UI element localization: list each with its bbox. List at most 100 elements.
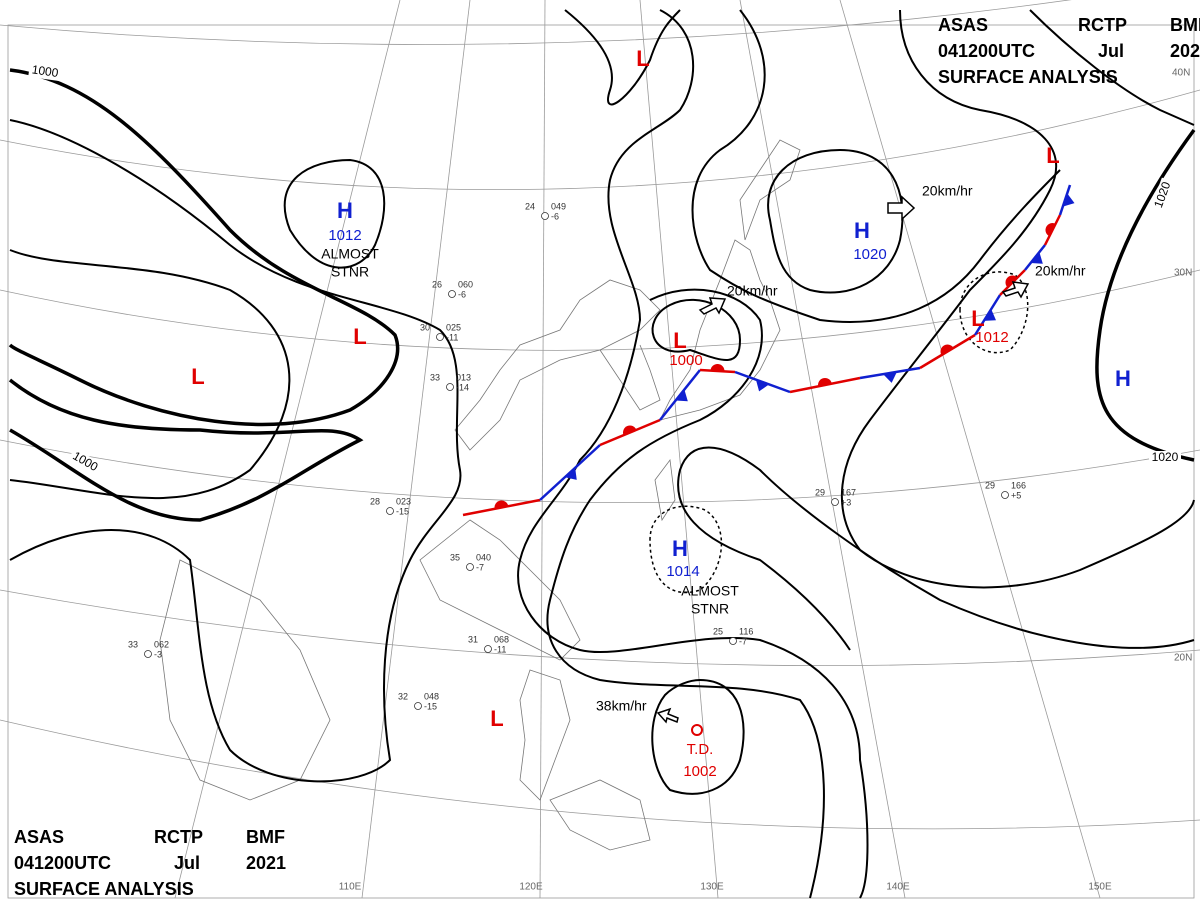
system-pressure: 1020 — [853, 246, 886, 263]
isobars — [8, 9, 1196, 899]
parallel — [0, 719, 1200, 830]
header-text: ASAS — [14, 827, 64, 847]
station-pressure: 025 — [446, 322, 461, 332]
station-circle — [446, 383, 454, 391]
station-change: -7 — [476, 562, 484, 572]
coast — [739, 139, 801, 241]
coast — [159, 559, 331, 801]
isobar — [517, 9, 869, 899]
td-symbol — [691, 724, 703, 736]
parallel — [0, 589, 1200, 667]
system-symbol: L — [490, 706, 503, 731]
coast — [654, 458, 676, 522]
station-temp: 30 — [420, 322, 430, 332]
system-symbol: T.D. — [687, 741, 714, 758]
coast — [659, 239, 781, 421]
header-text: Jul — [174, 853, 200, 873]
map-frame — [7, 24, 1195, 899]
longitude-label: 120E — [519, 882, 543, 893]
isobar — [8, 378, 364, 522]
system-symbol: H — [1115, 366, 1131, 391]
isobar — [651, 678, 745, 795]
header-text: RCTP — [154, 827, 203, 847]
station-circle — [541, 212, 549, 220]
station-circle — [831, 498, 839, 506]
station-pressure: 062 — [154, 639, 169, 649]
system-symbol: L — [353, 324, 366, 349]
isobar — [8, 68, 400, 427]
header-text: 2021 — [1170, 41, 1200, 61]
coast — [599, 344, 661, 411]
isobar — [564, 9, 681, 106]
motion-arrow — [887, 195, 916, 221]
system-symbol: L — [971, 306, 984, 331]
system-symbol: H — [337, 198, 353, 223]
station-circle — [1001, 491, 1009, 499]
station-change: -11 — [494, 644, 506, 654]
system-symbol: L — [636, 46, 649, 71]
system-symbol: H — [854, 218, 870, 243]
station-pressure: 166 — [1011, 480, 1026, 490]
station-temp: 32 — [398, 691, 408, 701]
station-circle — [144, 650, 152, 658]
station-change: -6 — [551, 211, 559, 221]
station-pressure: 167 — [841, 487, 856, 497]
station-pressure: 013 — [456, 372, 471, 382]
motion-arrow — [656, 707, 679, 724]
station-pressure: 049 — [551, 201, 566, 211]
isobar-label: 1000 — [31, 62, 60, 80]
station-pressure: 060 — [458, 279, 473, 289]
motion-arrow — [698, 297, 727, 315]
system-symbol: L — [673, 328, 686, 353]
meridian — [639, 0, 719, 899]
station-temp: 31 — [468, 634, 478, 644]
station-temp: 33 — [430, 372, 440, 382]
system-pressure: 1002 — [683, 763, 716, 780]
parallel — [0, 0, 1072, 45]
system-symbol: H — [672, 536, 688, 561]
motion-label: 20km/hr — [922, 183, 973, 199]
stationary-note: STNR — [331, 264, 369, 280]
station-change: -14 — [456, 382, 469, 392]
cold-symbol — [983, 309, 996, 321]
warm-symbol — [494, 500, 509, 509]
station-circle — [484, 645, 492, 653]
station-temp: 25 — [713, 626, 723, 636]
motion-label: 38km/hr — [596, 698, 647, 714]
isobar-label-bg — [1149, 451, 1181, 465]
station-change: +5 — [1011, 490, 1021, 500]
isobar — [767, 148, 904, 294]
cold-symbol — [1062, 193, 1075, 207]
header-text: BMF — [1170, 15, 1200, 35]
header-text: ASAS — [938, 15, 988, 35]
meridian — [539, 0, 546, 899]
warm-symbol — [818, 378, 832, 387]
station-circle — [436, 333, 444, 341]
cold-symbol — [564, 467, 577, 480]
isobar — [1095, 128, 1196, 462]
station-change: -6 — [458, 289, 466, 299]
cold-symbol — [1030, 252, 1043, 264]
longitude-label: 110E — [339, 882, 362, 893]
stationary-front — [462, 184, 1075, 517]
warm-symbol — [1045, 223, 1056, 237]
system-pressure: 1014 — [666, 563, 699, 580]
motion-arrow — [1001, 281, 1030, 299]
isobar-dashed — [649, 505, 723, 594]
station-circle — [448, 290, 456, 298]
isobar — [283, 158, 386, 269]
longitude-label: 140E — [886, 882, 910, 893]
station-pressure: 040 — [476, 552, 491, 562]
latitude-label: 30N — [1174, 268, 1192, 279]
labels: ASAS RCTP BMF 041200UTC Jul 2021 SURFACE ANALY… — [14, 15, 1200, 899]
longitude-label: 150E — [1088, 882, 1112, 893]
isobar — [546, 288, 825, 899]
isobar — [677, 446, 1195, 651]
isobar-label: 1020 — [1152, 450, 1179, 464]
station-pressure: 068 — [494, 634, 509, 644]
cold-symbol — [883, 371, 897, 383]
station-temp: 33 — [128, 639, 138, 649]
station-change: -15 — [396, 506, 409, 516]
graticule — [0, 0, 1200, 899]
